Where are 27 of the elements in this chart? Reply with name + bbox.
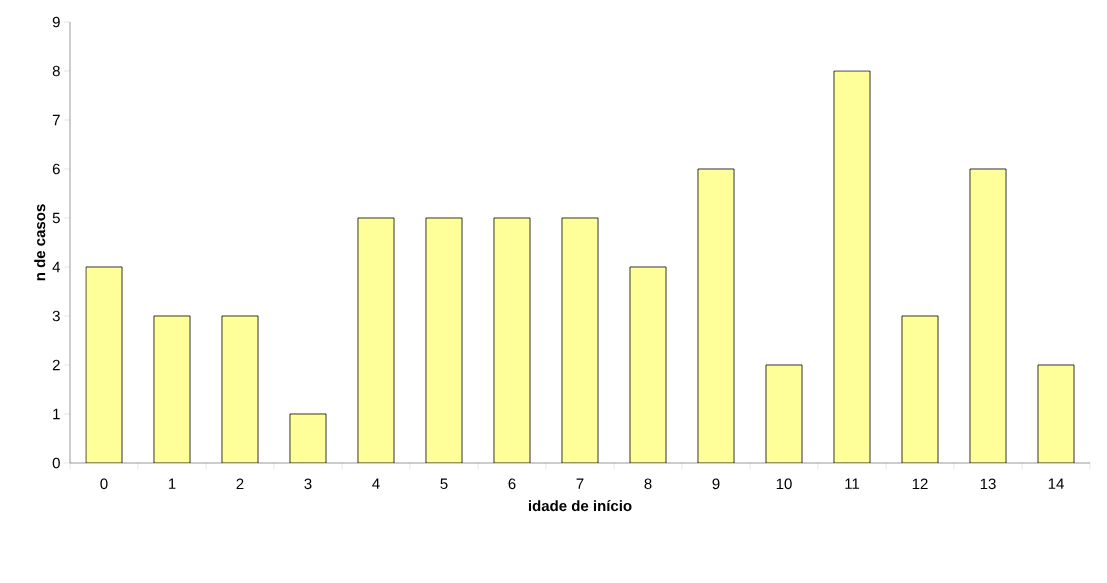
x-tick-label: 2: [236, 478, 244, 490]
y-tick-label: 5: [52, 212, 60, 224]
y-tick-label: 1: [53, 408, 60, 420]
y-tick-label: 0: [52, 457, 60, 469]
y-tick-label: 4: [52, 261, 61, 273]
x-tick-label: 6: [508, 478, 516, 490]
x-tick-label: 13: [980, 478, 996, 490]
x-axis-title: idade de início: [528, 500, 632, 512]
x-tick-label: 10: [776, 478, 792, 490]
x-tick-label: 4: [372, 478, 380, 489]
y-tick-label: 7: [52, 114, 60, 126]
y-tick-label: 8: [52, 65, 60, 77]
x-tick-label: 3: [304, 478, 312, 490]
y-tick-label: 3: [52, 310, 60, 322]
x-tick-label: 12: [912, 478, 928, 490]
y-tick-label: 6: [52, 163, 60, 175]
y-tick-label: 2: [52, 359, 60, 371]
x-tick-label: 11: [845, 478, 860, 489]
x-tick-label: 5: [440, 478, 448, 489]
x-tick-label: 14: [1048, 478, 1064, 489]
x-tick-label: 1: [168, 478, 176, 489]
y-tick-label: 9: [52, 16, 60, 28]
y-axis-title: n de casos: [34, 204, 46, 281]
x-tick-label: 8: [644, 478, 652, 490]
x-tick-label: 7: [576, 478, 584, 489]
x-tick-label: 9: [712, 478, 720, 490]
x-tick-label: 0: [100, 478, 108, 490]
